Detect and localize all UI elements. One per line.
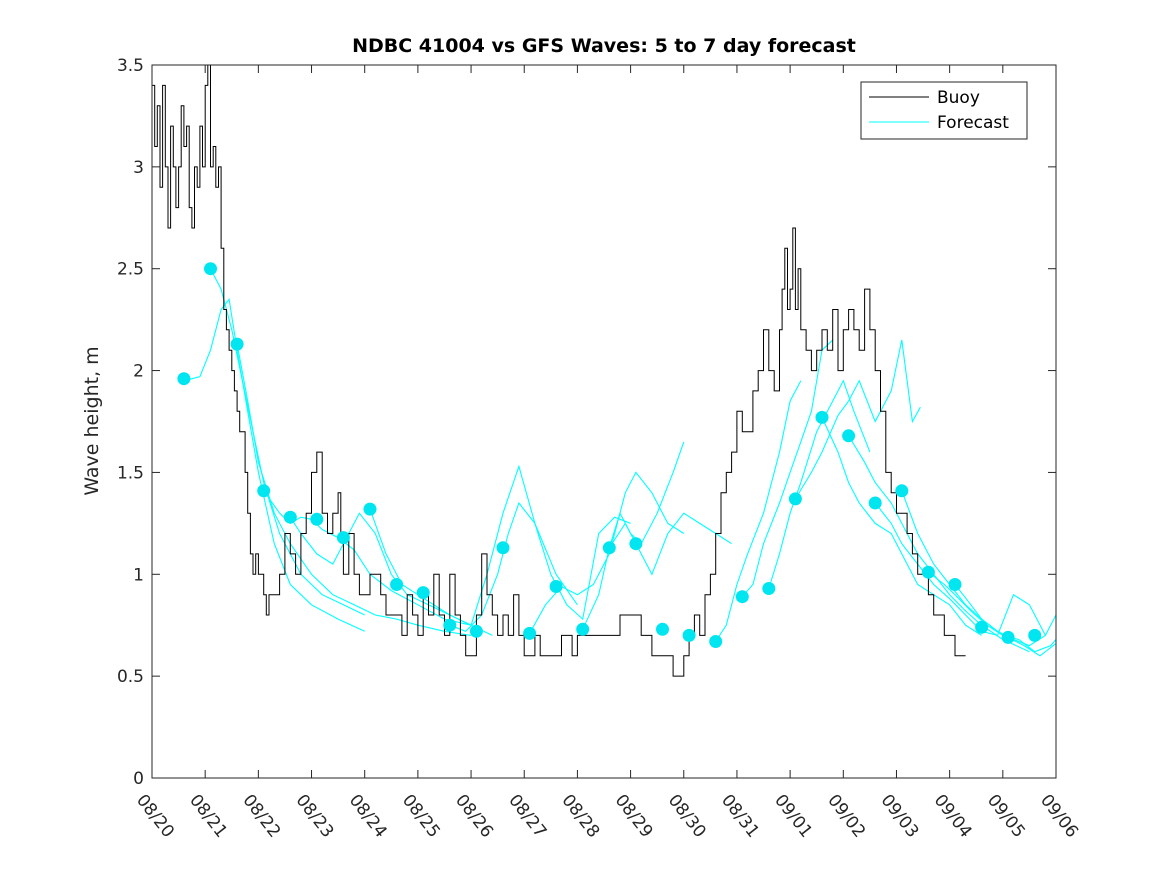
plot-frame (151, 64, 1057, 779)
y-tick-label: 1.5 (117, 463, 144, 483)
forecast-marker (975, 620, 989, 634)
forecast-marker (310, 512, 324, 526)
forecast-marker (921, 565, 935, 579)
forecast-marker (257, 484, 271, 498)
y-tick-label: 0 (133, 769, 144, 789)
x-tick-label: 09/03 (877, 791, 923, 842)
forecast-line-1 (183, 297, 365, 632)
y-axis-label: Wave height, m (81, 346, 103, 495)
y-tick-label: 3.5 (117, 56, 144, 76)
forecast-marker (549, 580, 563, 593)
forecast-marker (230, 337, 244, 351)
x-tick-label: 08/30 (664, 791, 710, 842)
forecast-marker (762, 582, 776, 595)
x-tick-label: 08/21 (185, 791, 231, 842)
x-tick-label: 08/22 (238, 791, 284, 842)
plot-background (152, 65, 1056, 778)
chart-title: NDBC 41004 vs GFS Waves: 5 to 7 day fore… (352, 35, 856, 57)
forecast-line-17 (874, 502, 1046, 637)
forecast-marker (177, 372, 191, 386)
forecast-marker (842, 429, 856, 443)
y-tick-label: 2 (133, 362, 144, 382)
forecast-marker (815, 410, 829, 424)
legend-box (860, 81, 1028, 140)
forecast-marker (895, 484, 909, 498)
forecast-marker (709, 635, 723, 648)
forecast-markers (177, 262, 1042, 648)
x-tick-label: 08/27 (504, 791, 550, 842)
forecast-marker (868, 496, 882, 510)
x-tick-label: 09/06 (1036, 791, 1082, 842)
forecast-marker (416, 586, 430, 600)
legend-forecast-label: Forecast (937, 113, 1009, 133)
x-tick-label: 08/23 (292, 791, 338, 842)
forecast-line-12 (741, 339, 834, 598)
legend: Buoy Forecast (860, 81, 1028, 140)
forecast-marker (443, 618, 457, 632)
forecast-marker (204, 262, 217, 276)
y-tick-label: 0.5 (117, 667, 144, 687)
forecast-marker (469, 624, 483, 638)
forecast-marker (390, 578, 404, 591)
x-tick-label: 08/28 (557, 791, 603, 842)
x-tick-label: 08/31 (717, 791, 763, 842)
forecast-marker (1028, 628, 1042, 642)
forecast-line-11 (715, 380, 802, 642)
x-tick-label: 09/04 (930, 791, 976, 842)
x-tick-label: 09/02 (823, 791, 869, 842)
forecast-line-19 (928, 571, 1057, 653)
y-axis: 0 0.5 1 1.5 2 2.5 3 3.5 (117, 56, 1056, 789)
forecast-line-14 (794, 339, 921, 500)
legend-buoy-label: Buoy (937, 88, 980, 108)
forecast-marker (656, 622, 669, 636)
y-tick-label: 3 (133, 158, 144, 178)
forecast-marker (682, 628, 696, 642)
forecast-marker (629, 537, 643, 551)
y-tick-label: 2.5 (117, 260, 144, 280)
forecast-marker (576, 622, 590, 636)
buoy-line (152, 64, 966, 677)
forecast-marker (735, 590, 749, 604)
y-tick-label: 1 (133, 565, 144, 585)
forecast-line-10 (608, 512, 732, 576)
x-tick-label: 09/05 (983, 791, 1029, 842)
forecast-marker (602, 541, 616, 555)
forecast-line-15 (821, 417, 982, 636)
x-tick-label: 08/26 (451, 791, 497, 842)
x-tick-label: 09/01 (770, 791, 816, 842)
forecast-marker (788, 492, 802, 506)
forecast-marker (1001, 630, 1015, 644)
forecast-marker (363, 502, 377, 516)
forecast-marker (948, 578, 962, 591)
x-tick-label: 08/25 (398, 791, 444, 842)
forecast-marker (496, 541, 510, 555)
forecast-line-2 (210, 268, 365, 616)
forecast-marker (336, 531, 350, 545)
forecast-marker (283, 510, 297, 524)
x-tick-label: 08/20 (132, 791, 178, 842)
x-tick-label: 08/29 (611, 791, 657, 842)
x-tick-label: 08/24 (345, 791, 391, 842)
forecast-line-13 (768, 379, 871, 589)
forecast-marker (523, 626, 537, 640)
buoy-series (152, 64, 966, 677)
